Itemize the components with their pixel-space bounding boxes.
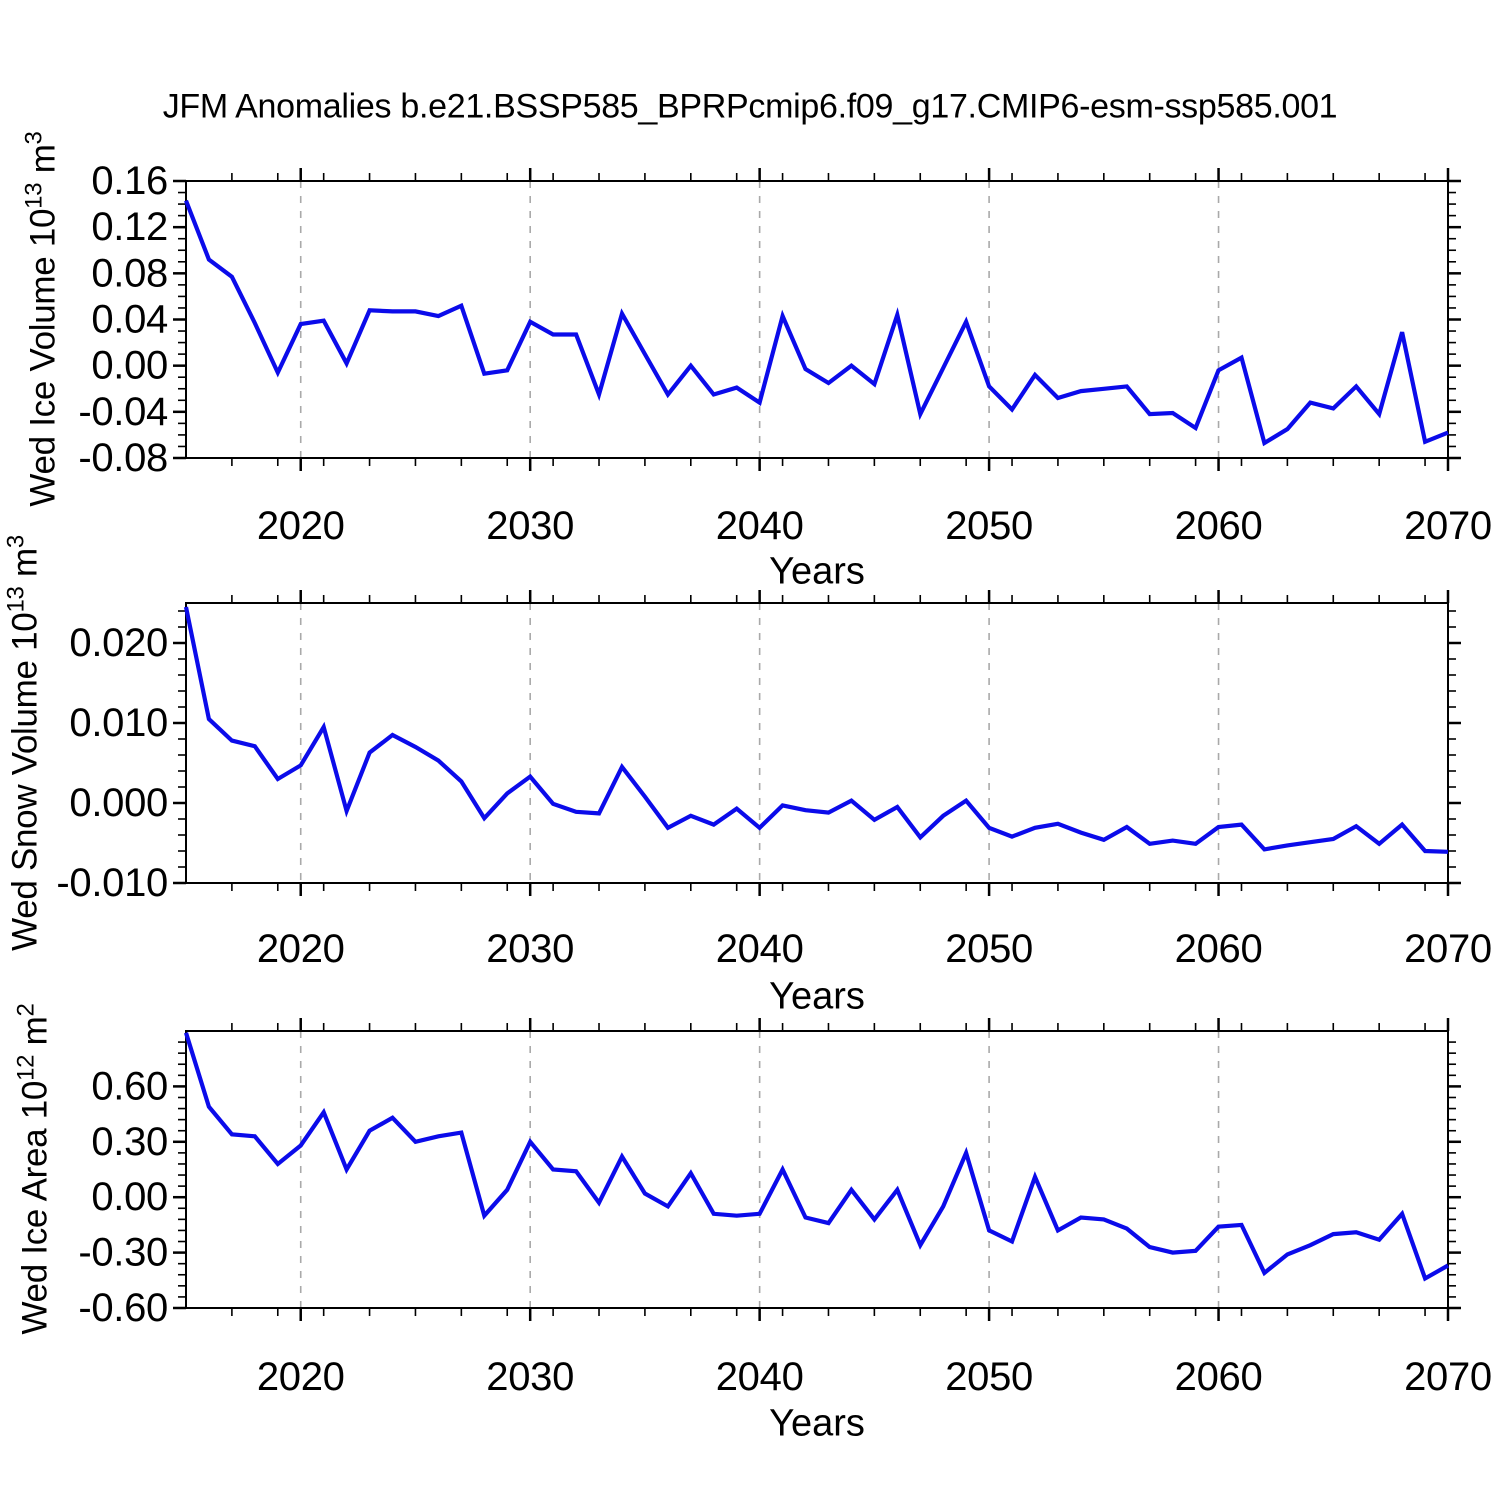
x-axis-title: Years [769, 975, 865, 1018]
x-tick-label: 2020 [257, 504, 345, 548]
y-tick-label: 0.00 [91, 344, 168, 388]
x-tick-label: 2030 [486, 927, 574, 971]
y-tick-label: 0.04 [91, 298, 168, 342]
y-tick-label: -0.010 [56, 861, 168, 905]
x-tick-label: 2030 [486, 504, 574, 548]
x-tick-label: 2050 [945, 1355, 1033, 1399]
y-tick-label: 0.16 [91, 159, 168, 203]
panel-frame-2 [185, 1030, 1449, 1309]
y-tick-label: 0.30 [91, 1120, 168, 1164]
x-tick-label: 2070 [1404, 1355, 1492, 1399]
x-tick-label: 2040 [716, 504, 804, 548]
y-tick-label: -0.04 [78, 390, 168, 434]
y-tick-label: 0.00 [91, 1175, 168, 1219]
x-tick-label: 2030 [486, 1355, 574, 1399]
figure-title: JFM Anomalies b.e21.BSSP585_BPRPcmip6.f0… [162, 87, 1338, 126]
x-tick-label: 2060 [1175, 504, 1263, 548]
x-axis-title: Years [769, 1402, 865, 1445]
data-line-wed-ice-volume-anomaly [184, 199, 1449, 447]
panel-frame-1 [185, 602, 1449, 884]
y-tick-label: -0.08 [78, 436, 168, 480]
x-tick-label: 2060 [1175, 1355, 1263, 1399]
x-tick-label: 2060 [1175, 927, 1263, 971]
y-tick-label: 0.12 [91, 205, 168, 249]
x-tick-label: 2040 [716, 1355, 804, 1399]
data-line-wed-snow-volume-anomaly [183, 606, 1449, 854]
y-tick-label: 0.08 [91, 251, 168, 295]
x-tick-label: 2020 [257, 927, 345, 971]
x-tick-label: 2070 [1404, 927, 1492, 971]
x-axis-title: Years [769, 550, 865, 593]
y-tick-label: 0.000 [69, 781, 168, 825]
panel-frame-0 [185, 180, 1449, 459]
x-tick-label: 2050 [945, 504, 1033, 548]
y-tick-label: 0.020 [69, 621, 168, 665]
y-tick-label: -0.30 [78, 1231, 168, 1275]
y-tick-label: 0.60 [91, 1064, 168, 1108]
x-tick-label: 2020 [257, 1355, 345, 1399]
y-tick-label: 0.010 [69, 701, 168, 745]
x-tick-label: 2070 [1404, 504, 1492, 548]
x-tick-label: 2040 [716, 927, 804, 971]
data-line-wed-ice-area-anomaly [183, 1032, 1450, 1282]
x-tick-label: 2050 [945, 927, 1033, 971]
y-tick-label: -0.60 [78, 1286, 168, 1330]
